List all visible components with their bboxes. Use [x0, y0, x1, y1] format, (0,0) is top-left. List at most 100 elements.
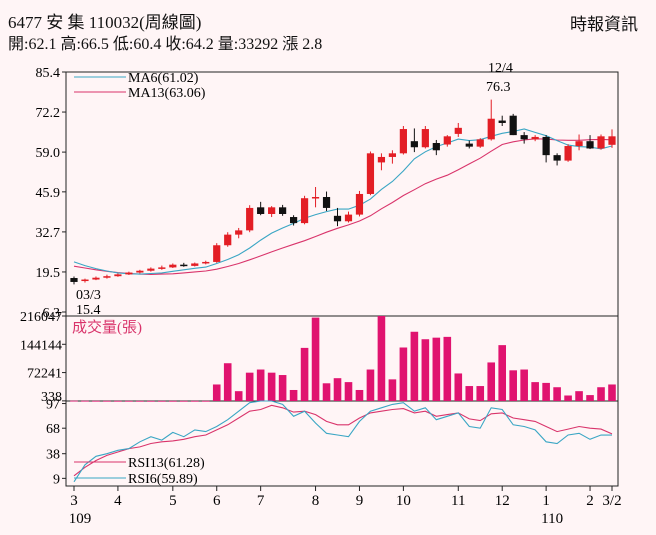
publisher-label: 時報資訊 [570, 15, 638, 34]
candle-body [498, 120, 506, 123]
candle-body [377, 156, 386, 163]
x-tick-label: 2 [586, 493, 594, 509]
candle-body [169, 264, 177, 268]
volume-bar [575, 391, 583, 401]
rsi-axis: 97 68 38 9 [46, 398, 66, 487]
volume-tick-label: 144144 [20, 338, 62, 353]
candle-body [553, 155, 561, 161]
volume-bar [125, 400, 133, 402]
candle-body [70, 278, 78, 282]
rsi13-series-line [73, 404, 613, 477]
high-annotation-value: 76.3 [486, 80, 511, 95]
candle-body [443, 136, 451, 145]
candle-body [388, 153, 397, 157]
candle-body [224, 234, 232, 246]
volume-bar [114, 400, 122, 402]
volume-bar [234, 391, 243, 401]
candle-body [355, 193, 364, 215]
x-tick-label: 10 [396, 493, 411, 509]
volume-bar [476, 386, 485, 401]
price-panel-frame [65, 71, 619, 317]
candle-body [421, 129, 429, 148]
volume-tick-label: 216047 [20, 310, 62, 325]
ma6-series-line [73, 128, 613, 275]
legend-ma6-label: MA6(61.02) [128, 71, 199, 86]
volume-series [70, 316, 616, 402]
candle-body [520, 135, 528, 140]
candle-body [202, 261, 210, 264]
candle-body [158, 267, 166, 269]
x-tick-label: 11 [451, 493, 465, 509]
x-tick-label: 8 [312, 493, 320, 509]
rsi6-series-line [73, 400, 613, 483]
rsi-tick-label: 38 [46, 448, 60, 463]
volume-bar [158, 400, 166, 402]
stock-title: 6477 安 集 110032(周線圖) [8, 13, 202, 32]
volume-bar [256, 369, 265, 401]
x-tick-label: 9 [356, 493, 364, 509]
candle-body [279, 207, 287, 214]
volume-bar [520, 369, 528, 401]
legend-rsi13-label: RSI13(61.28) [128, 456, 205, 471]
candle-body [465, 143, 473, 147]
candle-body [322, 197, 331, 208]
candle-body [509, 115, 517, 136]
candle-body [597, 136, 605, 149]
price-tick-label: 85.4 [36, 66, 61, 81]
volume-bar [103, 400, 111, 402]
volume-bar [300, 347, 309, 401]
candle-body [147, 268, 155, 271]
volume-bar [92, 400, 100, 402]
price-tick-label: 32.7 [36, 226, 61, 241]
x-tick-label: 1 [542, 493, 550, 509]
candle-body [487, 118, 495, 140]
price-legend: MA6(61.02) MA13(63.06) [74, 71, 206, 101]
candle-body [235, 230, 243, 235]
candle-body [399, 129, 407, 154]
volume-tick-label: 338 [41, 390, 62, 405]
volume-bar [597, 387, 605, 401]
volume-bar [421, 339, 430, 401]
candle-body [344, 214, 353, 222]
volume-bar [487, 362, 496, 401]
legend-ma13-label: MA13(63.06) [128, 86, 206, 101]
candle-body [476, 139, 484, 147]
x-year-label: 110 [541, 511, 563, 527]
candle-body [454, 127, 462, 134]
volume-bar [267, 372, 276, 401]
volume-bar [608, 384, 616, 401]
candle-body [191, 263, 199, 266]
volume-bar [586, 395, 594, 401]
x-tick-label: 12 [495, 493, 510, 509]
volume-tick-label: 72241 [27, 367, 62, 382]
volume-bar [355, 389, 364, 401]
candle-body [268, 207, 276, 214]
volume-bar [388, 379, 397, 401]
candle-body [136, 270, 144, 273]
volume-bar [454, 373, 463, 401]
candle-body [180, 264, 188, 267]
candle-body [81, 279, 89, 282]
volume-bar [498, 345, 507, 401]
volume-bar [179, 400, 188, 402]
low-annotation-value: 15.4 [76, 303, 101, 318]
volume-axis: 216047 144144 72241 338 [20, 310, 66, 405]
volume-bar [289, 389, 298, 401]
volume-bar [278, 375, 287, 401]
volume-bar [553, 387, 561, 401]
candle-body [564, 146, 572, 161]
candle-body [432, 142, 440, 151]
candle-body [410, 141, 418, 148]
candle-body [542, 136, 550, 156]
x-tick-label: 6 [213, 493, 221, 509]
volume-bar [531, 382, 539, 401]
high-annotation-date: 12/4 [488, 61, 513, 76]
price-tick-label: 59.0 [36, 146, 61, 161]
quote-summary: 開:62.1 高:66.5 低:60.4 收:64.2 量:33292 漲 2.… [8, 36, 323, 53]
candle-body [333, 215, 342, 222]
volume-bar [344, 382, 353, 401]
volume-bar [245, 372, 254, 401]
low-annotation-date: 03/3 [76, 288, 101, 303]
